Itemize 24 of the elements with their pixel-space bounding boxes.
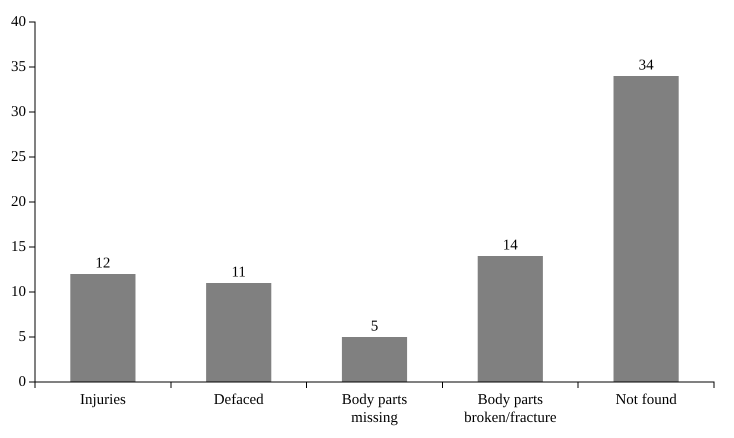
x-tick-label: Defaced xyxy=(214,392,264,408)
bar xyxy=(70,274,136,382)
x-tick-label: Not found xyxy=(615,392,678,408)
bar xyxy=(478,256,543,382)
x-tick-label: Injuries xyxy=(80,392,126,408)
x-tick-label: Body parts broken/fracture xyxy=(464,392,557,426)
y-tick-label: 35 xyxy=(11,58,26,75)
y-tick-label: 25 xyxy=(11,148,26,165)
y-tick-label: 5 xyxy=(18,328,26,345)
data-label: 11 xyxy=(231,264,246,280)
x-tick-label: Body parts missing xyxy=(342,392,408,426)
y-tick-label: 10 xyxy=(11,284,26,300)
data-label: 12 xyxy=(95,255,110,272)
data-label: 14 xyxy=(502,237,518,254)
y-tick-label: 30 xyxy=(11,104,26,120)
bar xyxy=(342,337,408,382)
y-tick-label: 15 xyxy=(11,238,26,255)
bar xyxy=(614,76,679,382)
data-label: 34 xyxy=(638,57,654,74)
y-tick-label: 20 xyxy=(11,194,26,210)
y-tick-label: 0 xyxy=(18,374,26,390)
data-label: 5 xyxy=(370,318,378,334)
bar xyxy=(206,283,272,382)
y-tick-label: 40 xyxy=(11,14,26,30)
